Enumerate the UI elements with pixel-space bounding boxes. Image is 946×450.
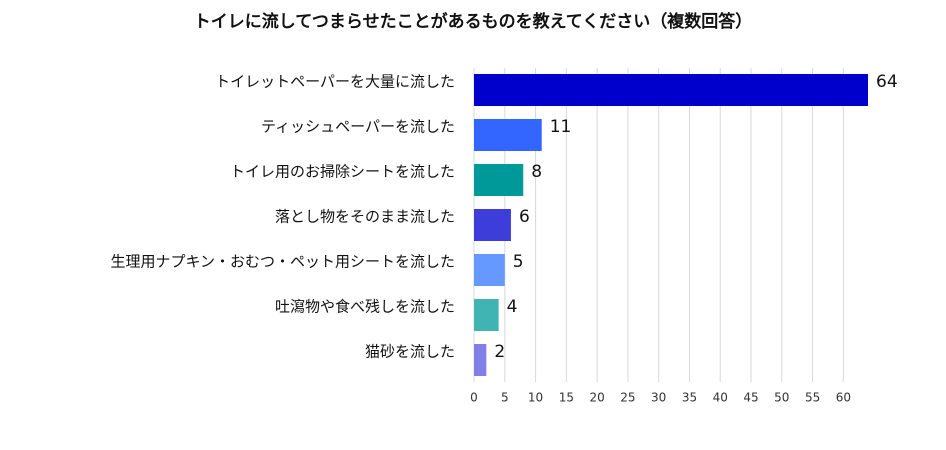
value-label: 8 [531,162,542,182]
x-tick-label: 50 [774,391,789,405]
x-tick-label: 20 [589,391,604,405]
category-label: トイレットペーパーを大量に流した [215,73,455,91]
bar [474,119,542,151]
x-tick-label: 0 [470,391,478,405]
value-label: 11 [550,117,572,137]
value-label: 2 [494,342,505,362]
chart-title: トイレに流してつまらせたことがあるものを教えてください（複数回答） [194,11,752,32]
x-tick-label: 25 [620,391,635,405]
x-tick-label: 35 [682,391,697,405]
bar [474,254,505,286]
bar [474,164,524,196]
x-tick-label: 60 [836,391,851,405]
category-label: 落とし物をそのまま流した [275,208,455,226]
value-label: 5 [513,252,524,272]
value-label: 6 [519,207,530,227]
x-tick-label: 10 [528,391,543,405]
bar [474,209,511,241]
x-tick-label: 15 [559,391,574,405]
category-label: 猫砂を流した [365,343,455,361]
x-tick-label: 30 [651,391,666,405]
x-tick-label: 55 [805,391,820,405]
x-tick-label: 40 [713,391,728,405]
category-label: トイレ用のお掃除シートを流した [230,163,455,181]
x-tick-label: 45 [743,391,758,405]
bar [474,299,499,331]
category-label: 吐瀉物や食べ残しを流した [275,298,455,316]
category-label: 生理用ナプキン・おむつ・ペット用シートを流した [110,253,455,271]
category-label: ティッシュペーパーを流した [261,118,455,136]
bar [474,74,868,106]
bar [474,344,487,376]
value-label: 4 [507,297,518,317]
value-label: 64 [876,72,898,92]
x-tick-label: 5 [501,391,509,405]
